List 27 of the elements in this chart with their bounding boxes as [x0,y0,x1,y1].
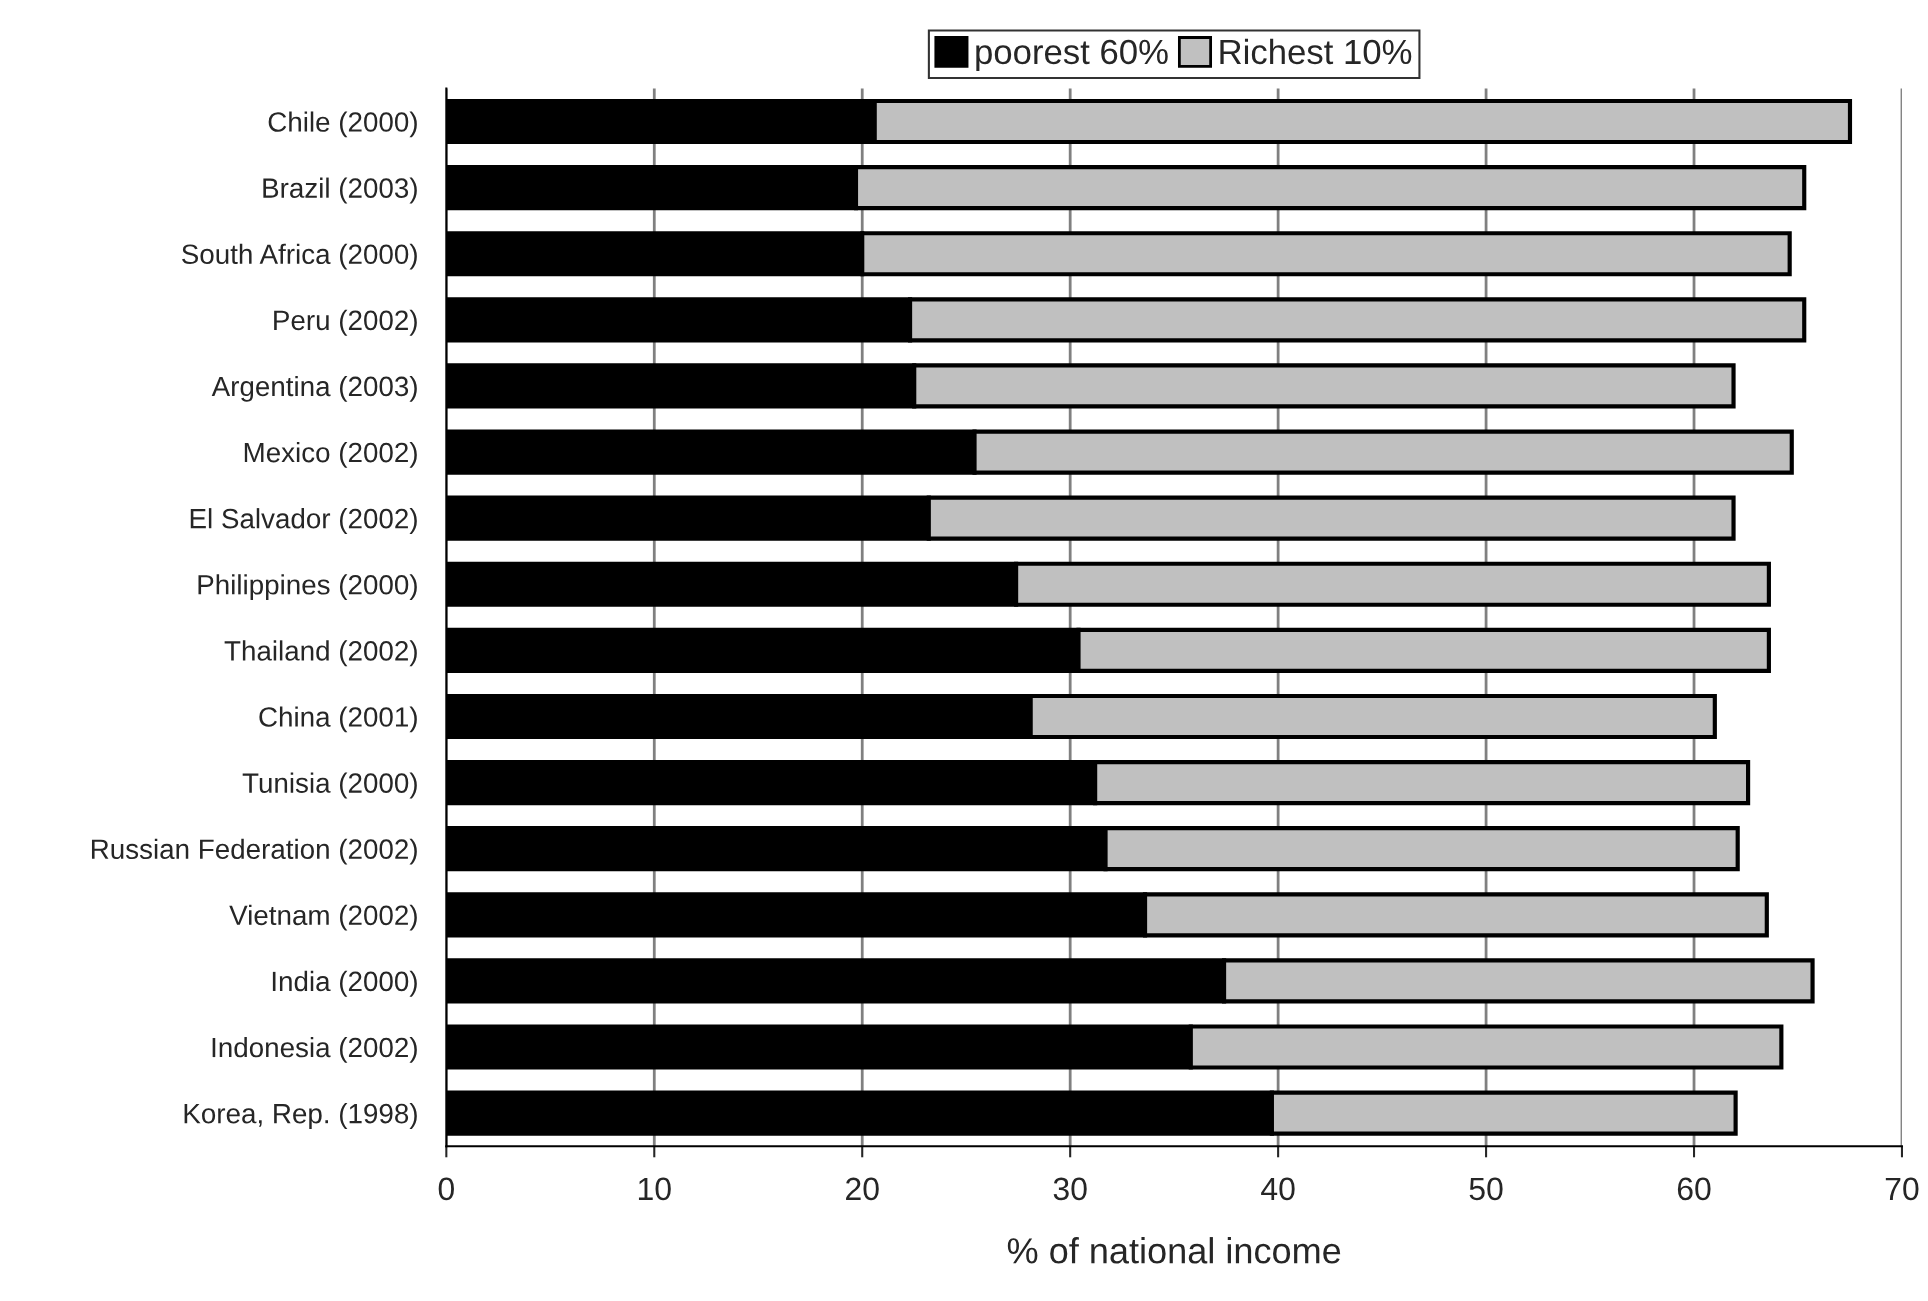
y-tick-label: Chile (2000) [268,111,417,138]
y-tick-label: Peru (2002) [274,309,417,336]
y-tick-label: Argentina (2003) [211,375,417,402]
x-tick-label: 40 [1261,1177,1295,1201]
y-tick-label: Brazil (2003) [263,177,417,204]
y-tick-label: Philippines (2000) [198,574,417,601]
y-tick-label: Mexico (2002) [244,441,417,468]
y-tick-label: Korea, Rep. (1998) [184,1103,417,1129]
x-tick-label: 60 [1677,1177,1711,1201]
x-tick-label: 20 [846,1177,879,1201]
x-tick-label: 10 [638,1177,671,1201]
y-tick-label: China (2001) [259,706,417,733]
x-tick-label: 30 [1053,1177,1087,1201]
y-tick-label: Indonesia (2002) [212,1036,417,1063]
legend-label: poorest 60% [976,39,1168,72]
y-tick-label: Thailand (2002) [224,640,417,667]
legend-label: Richest 10% [1220,38,1412,65]
y-tick-label: South Africa (2000) [182,243,417,270]
y-tick-label: Russian Federation (2002) [91,838,417,865]
x-tick-label: 50 [1469,1177,1503,1201]
x-tick-label: 70 [1885,1177,1919,1201]
y-tick-label: El Salvador (2002) [190,508,417,534]
y-tick-label: Vietnam (2002) [229,904,417,931]
x-tick-label: 0 [438,1177,454,1201]
y-tick-label: India (2000) [272,970,417,997]
x-axis-title: % of national income [1007,1237,1341,1264]
y-tick-label: Tunisia (2000) [242,772,417,799]
